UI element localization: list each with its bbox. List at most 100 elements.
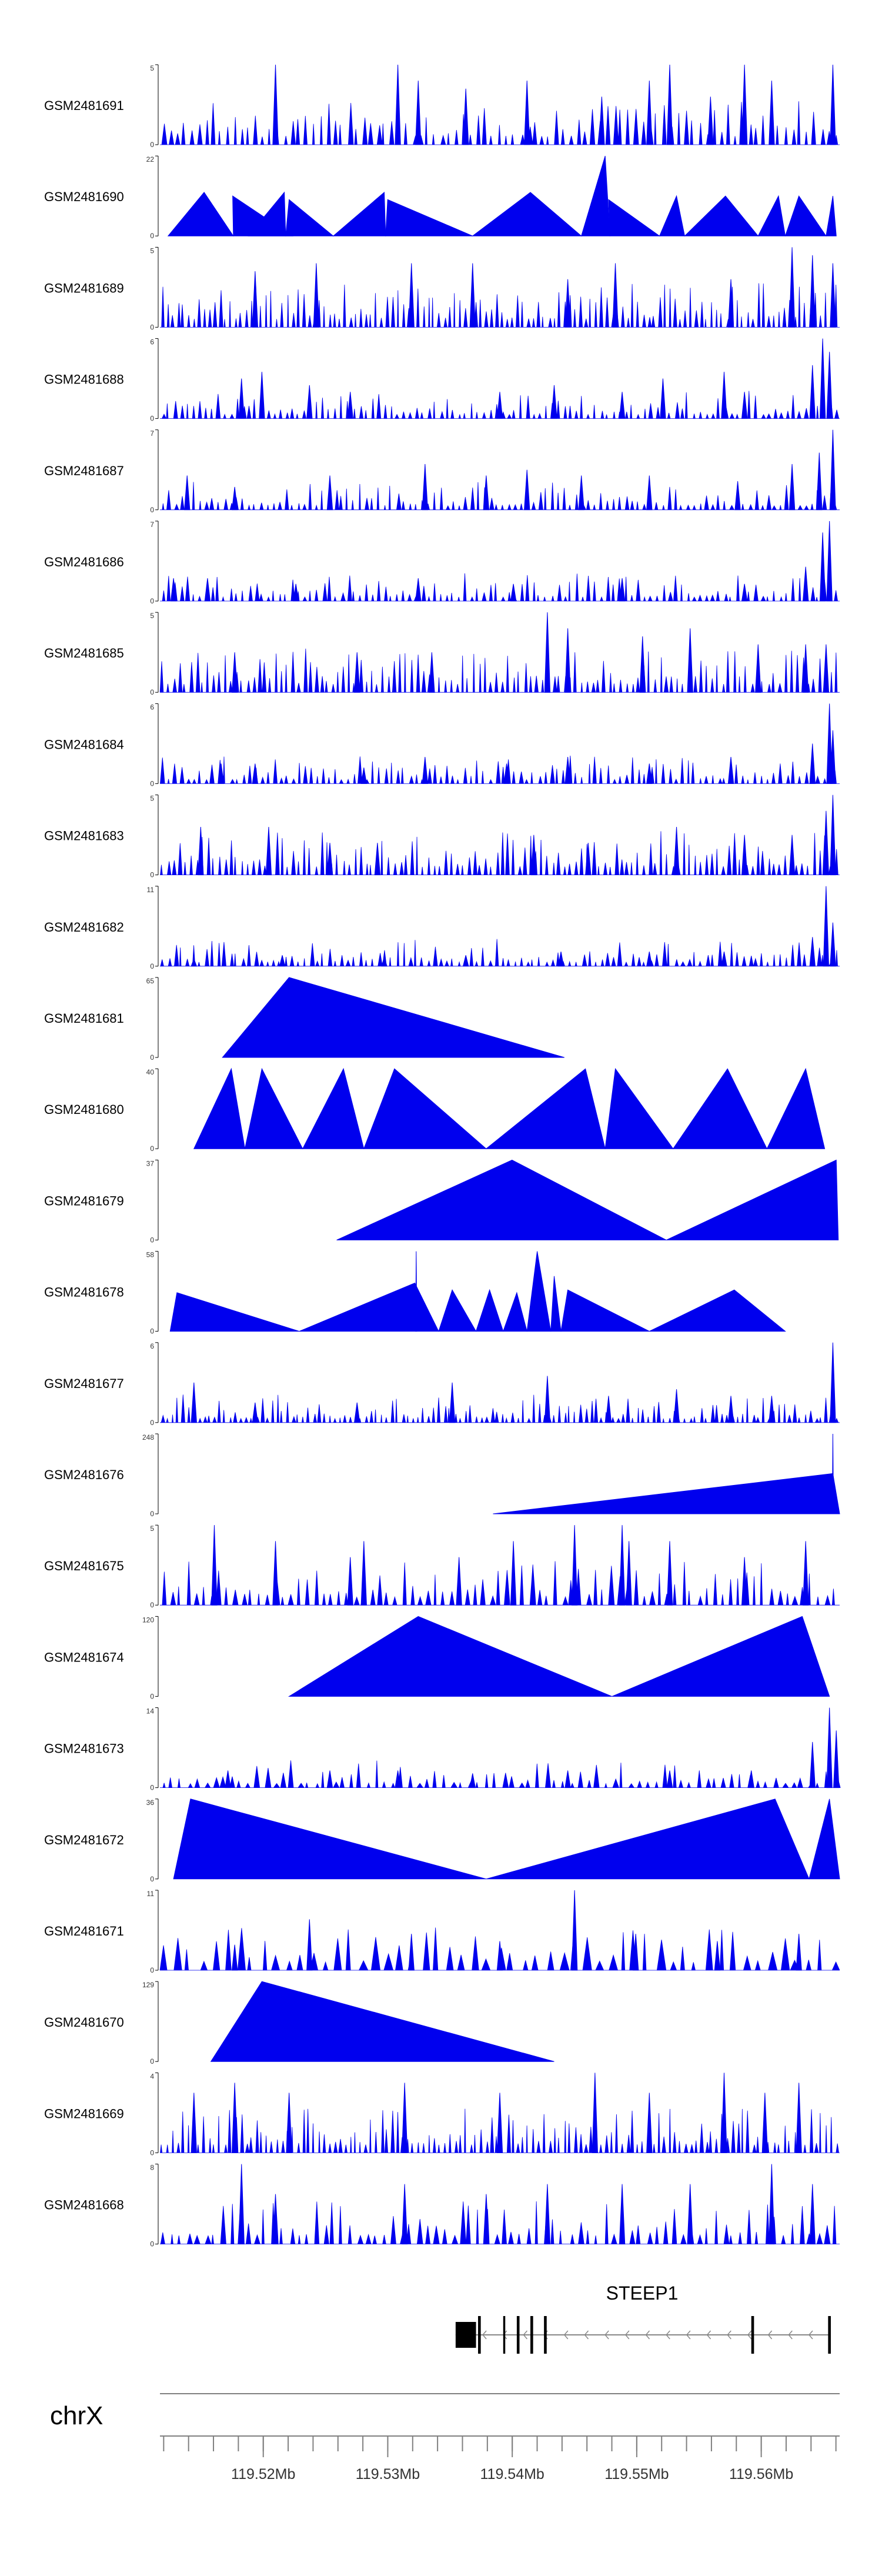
track-GSM2481684: GSM2481684 6 0 — [44, 703, 840, 788]
coverage-peak — [612, 1616, 830, 1697]
coverage-peak — [252, 271, 258, 328]
coverage-peak — [211, 1525, 218, 1606]
coverage-peak — [483, 2194, 490, 2245]
coverage-peak — [666, 1541, 673, 1606]
track-label: GSM2481676 — [44, 1467, 124, 1482]
y-max-label: 11 — [147, 1890, 155, 1898]
coverage-peak — [727, 757, 734, 784]
coverage-peak — [673, 826, 680, 876]
coverage-peak — [755, 644, 761, 693]
coverage-peak — [646, 951, 653, 967]
y-zero-label: 0 — [150, 1419, 154, 1427]
y-zero-label: 0 — [150, 141, 154, 149]
coverage-peak — [646, 763, 653, 784]
y-zero-label: 0 — [150, 962, 154, 970]
coverage-peak — [757, 195, 786, 236]
coverage-peak — [510, 583, 517, 602]
coverage-peak — [326, 843, 333, 876]
coverage-peak — [734, 481, 741, 510]
gene-exon — [478, 2316, 481, 2354]
coverage-profile — [160, 2201, 840, 2245]
y-max-label: 5 — [150, 795, 154, 803]
coverage-peak — [231, 1944, 238, 1971]
strand-arrow — [604, 2330, 609, 2340]
y-max-label: 5 — [150, 64, 154, 72]
coverage-peak — [252, 1402, 259, 1423]
track-label: GSM2481691 — [44, 98, 124, 113]
coverage-peak — [830, 1342, 836, 1423]
coverage-peak — [626, 1541, 632, 1606]
strand-arrow — [686, 2330, 691, 2340]
coverage-peak — [809, 743, 816, 784]
track-GSM2481670: GSM2481670 129 0 — [44, 1981, 554, 2066]
coverage-peak — [272, 2194, 279, 2245]
track-GSM2481669: GSM2481669 4 0 — [44, 2072, 840, 2157]
coverage-peak — [360, 768, 368, 784]
track-label: GSM2481680 — [44, 1102, 124, 1117]
coverage-peak — [619, 392, 626, 419]
coverage-peak — [526, 1251, 552, 1332]
track-GSM2481686: GSM2481686 7 0 — [44, 520, 840, 605]
coverage-peak — [605, 1396, 612, 1423]
track-label: GSM2481673 — [44, 1741, 124, 1756]
coverage-peak — [659, 195, 686, 236]
coverage-peak — [232, 2083, 238, 2153]
coverage-peak — [769, 81, 775, 145]
y-zero-label: 0 — [150, 415, 154, 423]
coverage-peak — [191, 958, 198, 967]
coverage-peak — [727, 279, 734, 328]
coverage-profile — [160, 939, 840, 967]
coverage-peak — [272, 1541, 279, 1606]
coverage-peak — [238, 378, 245, 419]
y-zero-label: 0 — [150, 1966, 154, 1974]
coverage-peak — [485, 1068, 606, 1149]
y-zero-label: 0 — [150, 871, 154, 879]
track-GSM2481673: GSM2481673 14 0 — [44, 1707, 841, 1792]
y-max-label: 37 — [146, 1159, 155, 1167]
coverage-peak — [374, 843, 381, 876]
coverage-peak — [830, 730, 836, 784]
coverage-peak — [354, 1402, 360, 1423]
coverage-peak — [385, 199, 473, 236]
track-label: GSM2481678 — [44, 1285, 124, 1300]
strand-arrow — [706, 2330, 711, 2340]
coverage-peak — [666, 64, 673, 145]
coverage-peak — [673, 1389, 680, 1423]
coverage-peak — [741, 64, 748, 145]
coverage-peak — [823, 644, 830, 693]
y-zero-label: 0 — [150, 1692, 154, 1700]
coverage-peak — [564, 279, 571, 328]
coverage-peak — [544, 612, 551, 693]
track-GSM2481676: GSM2481676 248 0 — [44, 1433, 840, 1518]
coverage-peak — [360, 1541, 367, 1606]
track-GSM2481687: GSM2481687 7 0 — [44, 429, 840, 514]
coverage-peak — [475, 1289, 504, 1332]
coverage-peak — [578, 475, 584, 510]
track-label: GSM2481682 — [44, 920, 124, 935]
coverage-peak — [167, 192, 234, 236]
coverage-peak — [347, 1557, 353, 1606]
coverage-peak — [272, 64, 279, 145]
y-max-label: 5 — [150, 1524, 154, 1533]
coverage-peak — [238, 2164, 245, 2245]
coverage-peak — [285, 199, 335, 236]
coverage-peak — [830, 795, 836, 876]
coverage-profile — [159, 648, 840, 693]
coverage-peak — [826, 703, 833, 784]
coverage-peak — [169, 1292, 300, 1332]
coverage-peak — [486, 1798, 810, 1880]
coverage-peak — [639, 636, 646, 693]
track-GSM2481689: GSM2481689 5 0 — [44, 246, 840, 331]
coverage-peak — [823, 810, 830, 876]
y-zero-label: 0 — [150, 2057, 154, 2066]
y-max-label: 11 — [147, 886, 155, 894]
coverage-peak — [429, 652, 435, 693]
coverage-peak — [469, 1773, 476, 1788]
track-label: GSM2481679 — [44, 1193, 124, 1208]
coverage-peak — [347, 392, 353, 419]
y-max-label: 40 — [146, 1068, 155, 1076]
y-zero-label: 0 — [150, 688, 154, 696]
coverage-peak — [472, 192, 583, 236]
y-zero-label: 0 — [150, 597, 154, 605]
